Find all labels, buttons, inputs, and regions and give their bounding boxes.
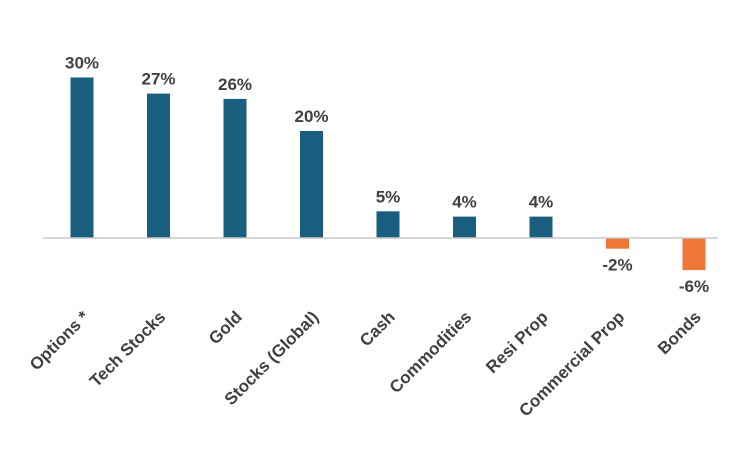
bars-group <box>70 77 706 271</box>
bar-6 <box>529 216 553 238</box>
category-label-5: Commodities <box>386 307 476 397</box>
bar-7 <box>606 238 629 249</box>
category-label-2: Gold <box>205 307 246 348</box>
value-label-1: 27% <box>141 70 175 89</box>
bar-4 <box>376 211 400 239</box>
value-label-2: 26% <box>218 75 252 94</box>
value-label-5: 4% <box>452 193 477 212</box>
bar-2 <box>223 98 247 239</box>
value-labels-group: 30% 27% 26% 20% 5% 4% 4% -2% -6% <box>65 54 709 297</box>
value-label-7: -2% <box>602 256 632 275</box>
bar-0 <box>70 77 94 238</box>
category-label-6: Resi Prop <box>482 307 552 377</box>
value-label-4: 5% <box>376 187 401 206</box>
category-label-1: Tech Stocks <box>86 307 169 390</box>
category-label-4: Cash <box>356 307 399 350</box>
value-label-0: 30% <box>65 54 99 73</box>
value-label-6: 4% <box>529 193 554 212</box>
category-label-8: Bonds <box>654 307 705 358</box>
value-label-8: -6% <box>679 277 709 296</box>
bar-5 <box>453 216 476 238</box>
bar-3 <box>300 131 323 238</box>
bar-8 <box>682 238 706 271</box>
bar-1 <box>147 93 170 238</box>
category-label-0: Options * <box>26 307 93 374</box>
value-label-3: 20% <box>294 107 328 126</box>
